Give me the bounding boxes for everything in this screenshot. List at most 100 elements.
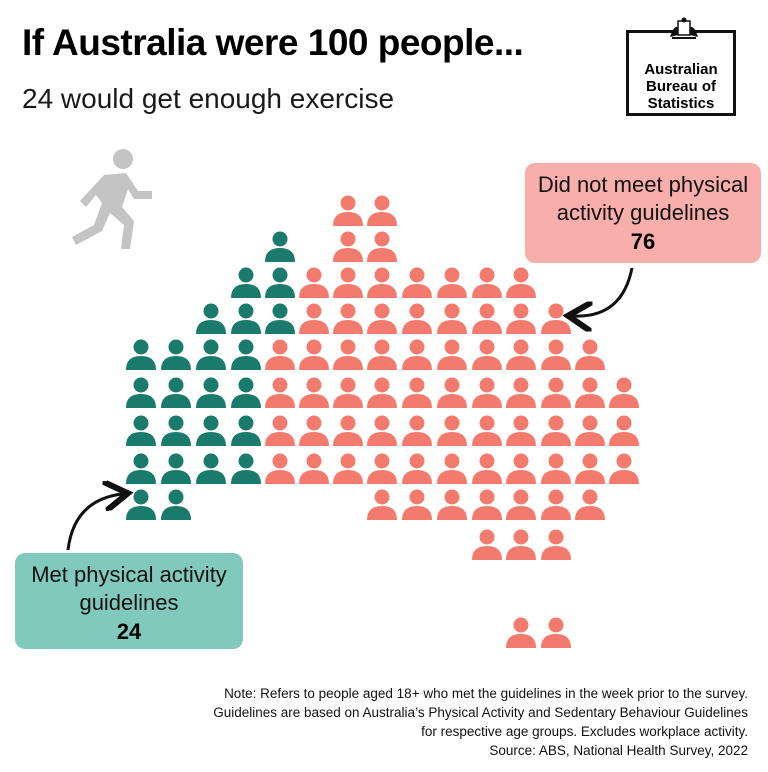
person-icon-not-met [575, 415, 605, 446]
person-icon-not-met [402, 415, 432, 446]
person-icon-not-met [541, 617, 571, 648]
person-icon-not-met [541, 339, 571, 370]
person-icon-met [231, 415, 261, 446]
person-icon-not-met [506, 529, 536, 560]
callout-met-label: Met physical activity guidelines [31, 562, 227, 615]
person-icon-not-met [367, 453, 397, 484]
person-icon-not-met [541, 489, 571, 520]
person-icon-not-met [367, 267, 397, 298]
person-icon-not-met [506, 267, 536, 298]
person-icon-met [196, 377, 226, 408]
person-icon-not-met [472, 303, 502, 334]
person-icon-not-met [333, 453, 363, 484]
person-icon-met [231, 453, 261, 484]
person-icon-not-met [541, 453, 571, 484]
callout-not-met: Did not meet physical activity guideline… [525, 163, 761, 263]
person-icon-not-met [541, 377, 571, 408]
person-icon-met [161, 489, 191, 520]
person-icon-not-met [402, 453, 432, 484]
person-icon-not-met [437, 339, 467, 370]
person-icon-not-met [609, 453, 639, 484]
person-icon-not-met [472, 453, 502, 484]
page-title: If Australia were 100 people... [22, 22, 524, 63]
person-icon-not-met [299, 267, 329, 298]
person-icon-not-met [265, 377, 295, 408]
person-icon-met [231, 377, 261, 408]
person-icon-met [265, 303, 295, 334]
footnote-line-4: Source: ABS, National Health Survey, 202… [489, 743, 748, 758]
person-icon-not-met [472, 529, 502, 560]
person-icon-not-met [367, 489, 397, 520]
person-icon-met [161, 377, 191, 408]
person-icon-not-met [575, 453, 605, 484]
person-icon-not-met [506, 617, 536, 648]
person-icon-not-met [402, 303, 432, 334]
person-icon-not-met [265, 453, 295, 484]
person-icon-not-met [265, 339, 295, 370]
person-icon-not-met [506, 453, 536, 484]
footnote-line-1: Note: Refers to people aged 18+ who met … [224, 686, 748, 701]
person-icon-not-met [609, 377, 639, 408]
person-icon-not-met [437, 415, 467, 446]
person-icon-not-met [299, 303, 329, 334]
person-icon-met [231, 267, 261, 298]
logo-text: Australian Bureau of Statistics [644, 61, 718, 112]
person-icon-not-met [333, 267, 363, 298]
coat-of-arms-icon [670, 17, 698, 39]
person-icon-met [196, 339, 226, 370]
person-icon-not-met [472, 339, 502, 370]
person-icon-not-met [402, 267, 432, 298]
person-icon-met [126, 377, 156, 408]
person-icon-met [231, 303, 261, 334]
person-icon-not-met [506, 377, 536, 408]
person-icon-not-met [437, 453, 467, 484]
person-icon-not-met [333, 377, 363, 408]
abs-logo: Australian Bureau of Statistics [626, 17, 736, 116]
person-icon-met [265, 231, 295, 262]
person-icon-met [231, 339, 261, 370]
footnote-line-2: Guidelines are based on Australia’s Phys… [213, 705, 748, 720]
person-icon-not-met [367, 195, 397, 226]
person-icon-not-met [265, 415, 295, 446]
arrow-met [66, 494, 122, 551]
person-icon-not-met [472, 267, 502, 298]
person-icon-not-met [299, 377, 329, 408]
person-icon-not-met [367, 339, 397, 370]
person-icon-not-met [333, 303, 363, 334]
person-icon-met [161, 415, 191, 446]
person-icon-not-met [333, 415, 363, 446]
person-icon-not-met [437, 489, 467, 520]
callout-met: Met physical activity guidelines 24 [15, 553, 243, 649]
person-icon-not-met [299, 339, 329, 370]
person-icon-met [161, 453, 191, 484]
person-icon-not-met [437, 303, 467, 334]
person-icon-not-met [437, 377, 467, 408]
person-icon-not-met [367, 415, 397, 446]
person-icon-not-met [575, 377, 605, 408]
footnote: Note: Refers to people aged 18+ who met … [108, 684, 748, 760]
person-icon-not-met [367, 231, 397, 262]
person-icon-not-met [402, 339, 432, 370]
person-icon-not-met [609, 415, 639, 446]
person-icon-met [126, 415, 156, 446]
person-icon-not-met [506, 415, 536, 446]
person-icon-met [196, 415, 226, 446]
person-icon-not-met [575, 489, 605, 520]
person-icon-not-met [402, 377, 432, 408]
footnote-line-3: for respective age groups. Excludes work… [421, 724, 748, 739]
person-icon-met [196, 453, 226, 484]
callout-met-value: 24 [116, 619, 142, 644]
arrow-not-met [574, 267, 634, 316]
person-icon-not-met [333, 231, 363, 262]
page-subtitle: 24 would get enough exercise [22, 83, 395, 114]
callout-not-met-value: 76 [630, 229, 656, 254]
person-icon-not-met [506, 339, 536, 370]
person-icon-not-met [299, 415, 329, 446]
person-icon-not-met [472, 415, 502, 446]
person-icon-met [161, 339, 191, 370]
person-icon-not-met [333, 339, 363, 370]
person-icon-not-met [506, 489, 536, 520]
person-icon-not-met [575, 339, 605, 370]
